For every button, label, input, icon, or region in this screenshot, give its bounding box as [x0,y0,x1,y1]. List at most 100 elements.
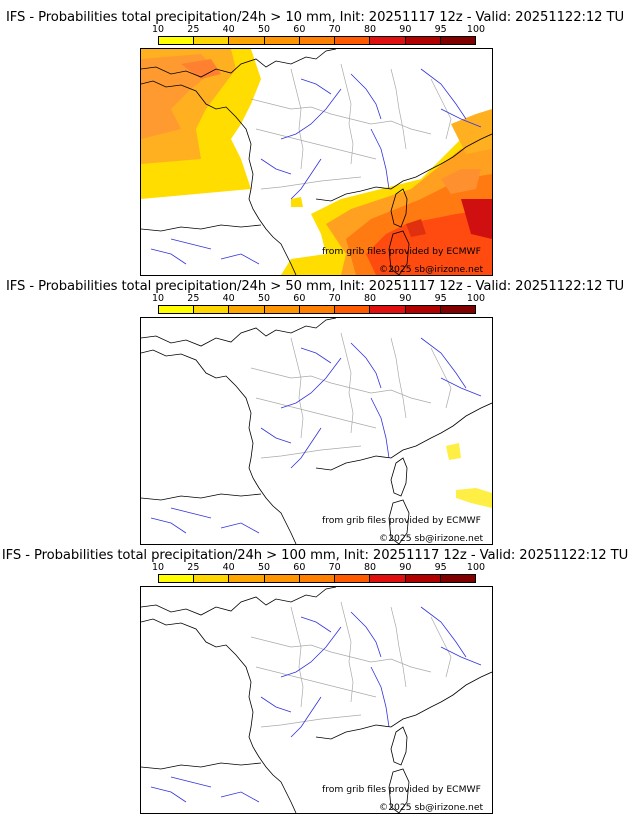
scale-swatch [194,37,230,44]
scale-label-40: 40 [222,293,235,304]
geo-line [150,606,482,803]
scale-swatch [159,575,195,582]
color-scale: 10 25 40 50 60 70 80 90 95 100 [152,562,485,592]
scale-swatch [229,575,265,582]
scale-swatch [335,306,371,313]
panel-title: IFS - Probabilities total precipitation/… [1,548,629,563]
geo-line [141,587,492,813]
map-svg [141,318,492,544]
scale-swatch [264,575,300,582]
scale-swatch [370,575,406,582]
scale-swatch [405,575,441,582]
scale-swatches [158,305,476,314]
scale-swatch [194,306,230,313]
scale-label-10: 10 [151,562,165,573]
color-scale: 10 25 40 50 60 70 80 90 95 100 [152,24,485,54]
scale-swatch [264,37,300,44]
source-credit: from grib files provided by ECMWF [322,515,481,526]
precip-shading [141,49,492,275]
scale-label-25: 25 [187,562,200,573]
geo-line [150,68,482,265]
geo-line [390,726,408,766]
source-credit: from grib files provided by ECMWF [322,784,481,795]
scale-swatch [335,37,371,44]
scale-swatch [264,306,300,313]
scale-swatch [335,575,371,582]
scale-swatch [159,37,195,44]
scale-label-50: 50 [257,24,271,35]
geo-line [388,768,410,813]
geo-line [250,601,452,728]
copyright-credit: ©2025 sb@irizone.net [379,264,484,275]
scale-swatch [299,575,336,582]
scale-swatch [440,306,475,313]
scale-label-90: 90 [399,293,412,304]
scale-label-90: 90 [399,24,412,35]
scale-swatches [158,574,476,583]
panel-10mm: IFS - Probabilities total precipitation/… [0,0,630,276]
scale-label-90: 90 [399,562,412,573]
scale-swatch [405,37,441,44]
geo-line [141,318,492,544]
scale-label-95: 95 [434,293,447,304]
scale-swatch [405,306,441,313]
map-svg [141,587,492,813]
geo-line [390,188,408,228]
precip-shading [446,443,492,508]
scale-label-70: 70 [328,293,341,304]
scale-label-80: 80 [363,293,377,304]
geo-line [250,332,452,459]
scale-label-25: 25 [187,24,200,35]
scale-label-10: 10 [151,24,165,35]
scale-label-25: 25 [187,293,200,304]
scale-label-80: 80 [363,562,377,573]
panel-title: IFS - Probabilities total precipitation/… [5,279,625,294]
scale-label-40: 40 [222,24,235,35]
scale-label-95: 95 [434,24,447,35]
geo-line [150,337,482,534]
copyright-credit: ©2025 sb@irizone.net [379,802,484,813]
scale-swatch [159,306,195,313]
scale-label-70: 70 [328,562,341,573]
map-frame: from grib files provided by ECMWF ©2025 … [140,317,493,545]
scale-label-100: 100 [466,293,486,304]
scale-label-80: 80 [363,24,377,35]
scale-label-60: 60 [293,562,306,573]
scale-label-50: 50 [257,293,271,304]
scale-label-40: 40 [222,562,235,573]
scale-swatch [440,575,475,582]
copyright-credit: ©2025 sb@irizone.net [379,533,484,544]
scale-label-10: 10 [151,293,165,304]
scale-swatch [370,37,406,44]
scale-label-95: 95 [434,562,447,573]
geo-line [388,499,410,544]
scale-label-60: 60 [293,293,306,304]
geography [141,587,492,813]
panel-50mm: IFS - Probabilities total precipitation/… [0,269,630,545]
map-frame: from grib files provided by ECMWF ©2025 … [140,586,493,814]
source-credit: from grib files provided by ECMWF [322,246,481,257]
scale-label-50: 50 [257,562,271,573]
scale-swatch [229,306,265,313]
geo-line [388,230,410,275]
map-frame: from grib files provided by ECMWF ©2025 … [140,48,493,276]
geography [141,318,492,544]
scale-swatch [299,306,336,313]
scale-swatch [194,575,230,582]
scale-swatch [229,37,265,44]
scale-label-70: 70 [328,24,341,35]
scale-label-100: 100 [466,562,486,573]
scale-swatch [299,37,336,44]
color-scale: 10 25 40 50 60 70 80 90 95 100 [152,293,485,323]
scale-swatch [440,37,475,44]
panel-title: IFS - Probabilities total precipitation/… [5,10,625,25]
geography [141,49,492,275]
panel-100mm: IFS - Probabilities total precipitation/… [0,538,630,814]
scale-label-100: 100 [466,24,486,35]
map-svg [141,49,492,275]
scale-swatches [158,36,476,45]
geo-line [250,63,452,190]
scale-label-60: 60 [293,24,306,35]
scale-swatch [370,306,406,313]
geo-line [390,457,408,497]
